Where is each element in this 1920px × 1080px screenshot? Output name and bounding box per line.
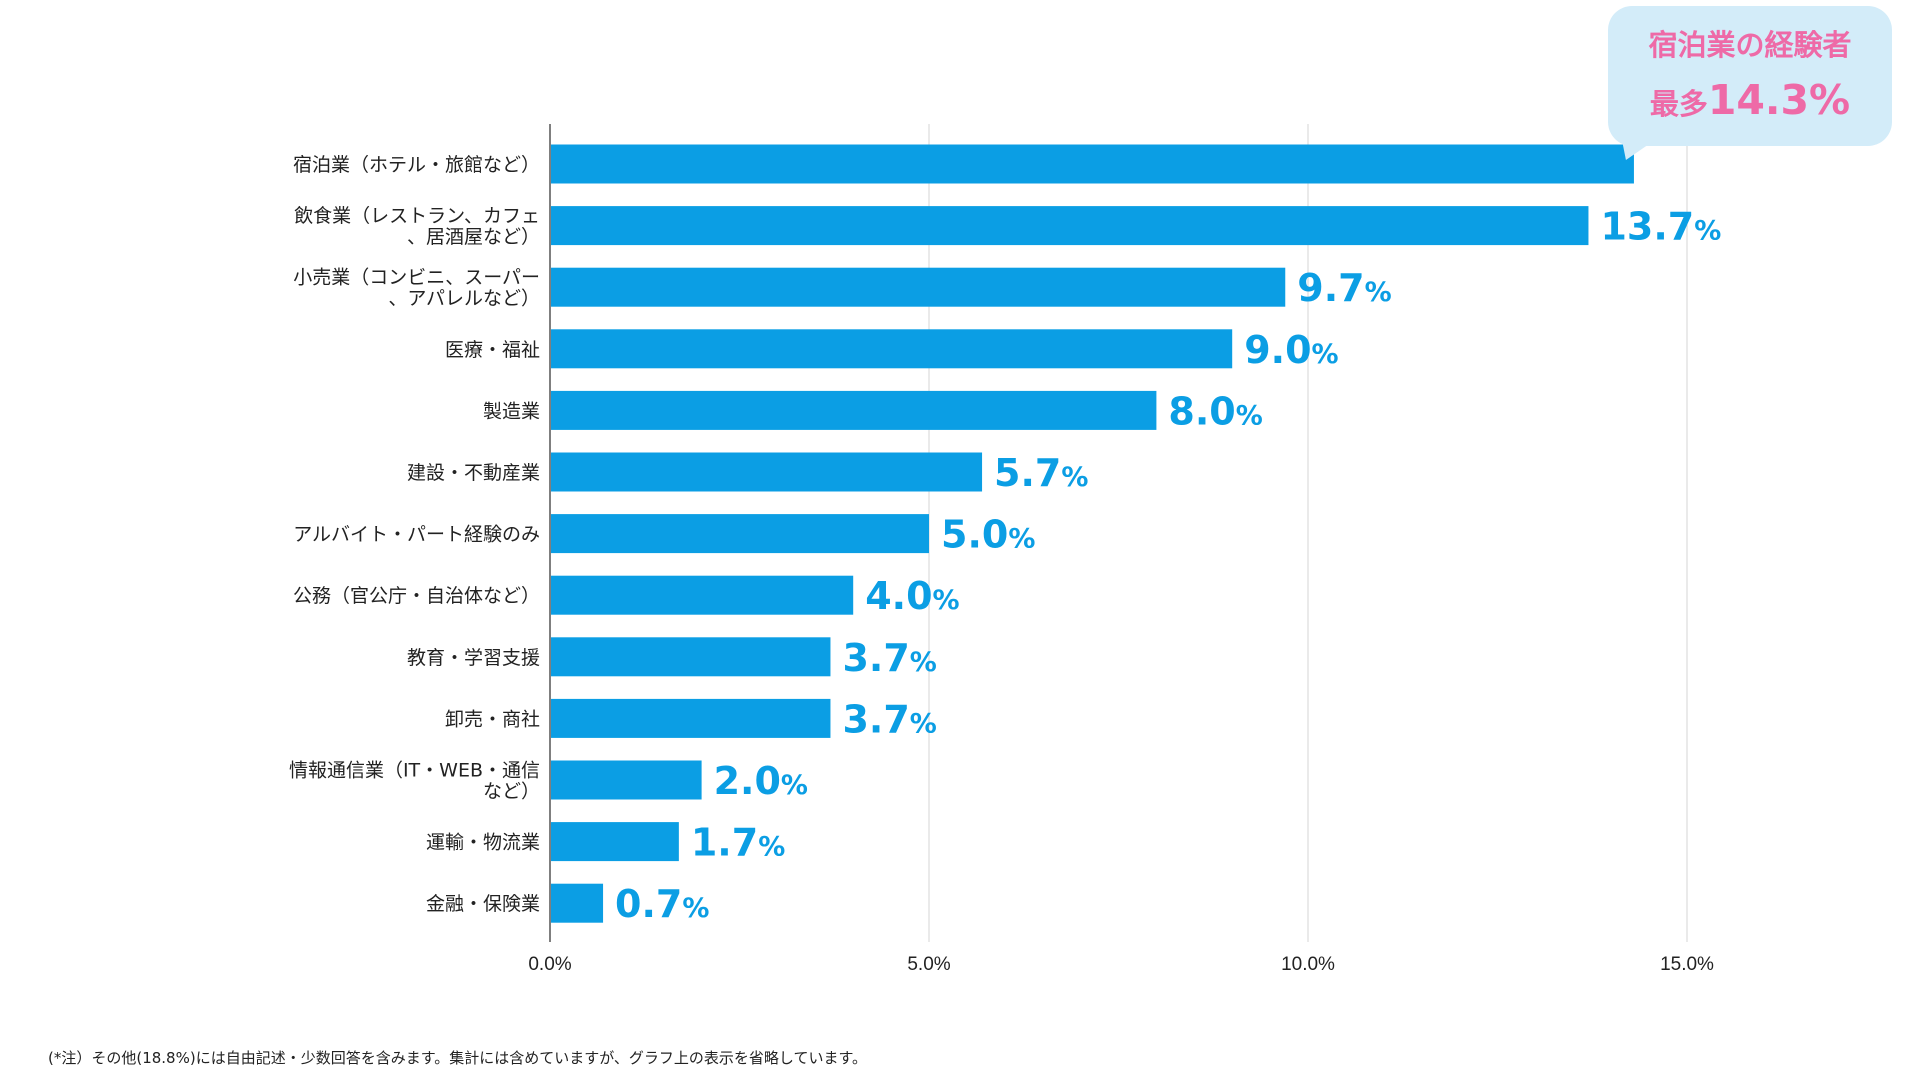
- category-label: 金融・保険業: [426, 893, 540, 915]
- data-label: 1.7%: [691, 821, 785, 865]
- callout-box: [1608, 6, 1892, 146]
- data-labels: 13.7% 9.7% 9.0% 8.0% 5.7% 5.0% 4.0% 3.7% 3.7% 2.0…: [615, 205, 1721, 927]
- category-label: 公務（官公庁・自治体など）: [293, 585, 540, 607]
- bars: [551, 144, 1634, 923]
- category-label: 医療・福祉: [445, 339, 540, 361]
- callout-prefix: 最多: [1650, 87, 1708, 121]
- callout-pointer: [1618, 120, 1652, 160]
- x-tick-labels: 0.0% 5.0% 10.0% 15.0%: [528, 954, 1714, 975]
- category-label: など）: [483, 781, 540, 803]
- bar: [551, 329, 1233, 369]
- data-label: 13.7%: [1600, 205, 1721, 249]
- category-label: 運輸・物流業: [426, 832, 540, 854]
- bar: [551, 822, 679, 862]
- bar: [551, 637, 831, 677]
- category-label: 、居酒屋など）: [407, 226, 540, 248]
- callout-title: 宿泊業の経験者: [1648, 28, 1851, 62]
- callout-percent: 14.3%: [1708, 76, 1850, 124]
- data-label: 3.7%: [842, 697, 936, 741]
- highlight-callout: 宿泊業の経験者 最多14.3%: [1608, 6, 1892, 160]
- data-label: 0.7%: [615, 882, 709, 926]
- bar: [551, 390, 1157, 430]
- category-label: 情報通信業（IT・WEB・通信: [289, 760, 540, 782]
- data-label: 3.7%: [842, 636, 936, 680]
- bar: [551, 452, 983, 492]
- category-label: アルバイト・パート経験のみ: [293, 524, 540, 546]
- x-tick-label: 10.0%: [1281, 954, 1335, 975]
- category-label: 製造業: [483, 400, 540, 422]
- x-tick-label: 15.0%: [1660, 954, 1714, 975]
- bar: [551, 514, 929, 554]
- category-label: 宿泊業（ホテル・旅館など）: [293, 154, 540, 176]
- category-label: 卸売・商社: [445, 708, 540, 730]
- bar: [551, 760, 702, 800]
- category-label: 教育・学習支援: [407, 647, 540, 669]
- footnote: (*注）その他(18.8%)には自由記述・少数回答を含みます。集計には含めていま…: [48, 1049, 867, 1067]
- x-tick-label: 0.0%: [528, 954, 571, 975]
- category-labels: 宿泊業（ホテル・旅館など） 飲食業（レストラン、カフェ、居酒屋など） 小売業（コンビ…: [289, 154, 540, 915]
- bar: [551, 144, 1634, 184]
- gridlines: [928, 124, 1688, 942]
- bar: [551, 698, 831, 738]
- category-label: 、アパレルなど）: [388, 288, 540, 310]
- x-tick-label: 5.0%: [907, 954, 950, 975]
- data-label: 8.0%: [1168, 389, 1262, 433]
- category-label: 建設・不動産業: [407, 462, 540, 484]
- callout-value: 最多14.3%: [1650, 76, 1850, 124]
- data-label: 9.0%: [1244, 328, 1338, 372]
- bar: [551, 883, 604, 923]
- data-label: 4.0%: [865, 574, 959, 618]
- bar: [551, 575, 854, 615]
- bar: [551, 267, 1286, 307]
- data-label: 5.7%: [994, 451, 1088, 495]
- data-label: 2.0%: [714, 759, 808, 803]
- category-label: 飲食業（レストラン、カフェ: [294, 205, 540, 227]
- category-label: 小売業（コンビニ、スーパー: [293, 267, 540, 289]
- data-label: 9.7%: [1297, 266, 1391, 310]
- data-label: 5.0%: [941, 513, 1035, 557]
- bar: [551, 206, 1589, 246]
